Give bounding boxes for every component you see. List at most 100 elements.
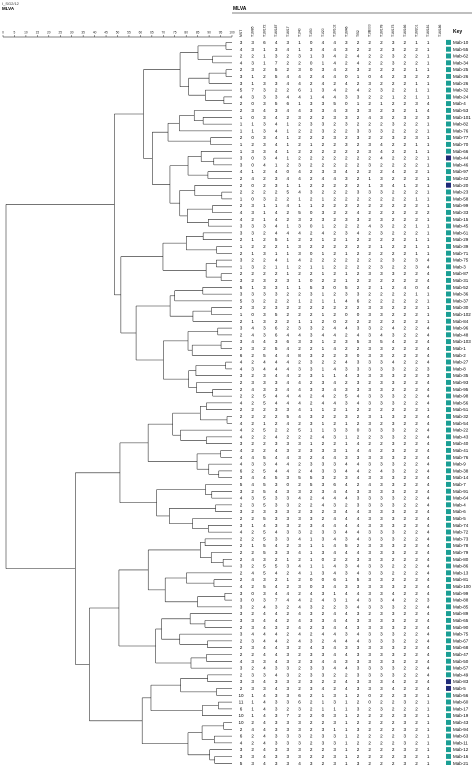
profile-value: 3: [345, 176, 348, 181]
profile-value: 2: [357, 278, 360, 283]
profile-value: 3: [380, 353, 383, 358]
profile-value: 3: [298, 489, 301, 494]
profile-value: 3: [357, 672, 360, 677]
profile-value: 2: [368, 713, 371, 718]
profile-value: 3: [251, 366, 254, 371]
profile-value: 2: [380, 298, 383, 303]
profile-value: 3: [310, 47, 313, 52]
profile-value: 4: [275, 672, 278, 677]
key-label: Key: [453, 29, 462, 35]
profile-value: 3: [380, 686, 383, 691]
profile-value: 1: [322, 271, 325, 276]
profile-value: 2: [427, 74, 430, 79]
strain-label: Mab-36: [453, 292, 469, 297]
profile-value: 2: [404, 251, 407, 256]
profile-value: 1: [427, 40, 430, 45]
profile-value: 3: [310, 353, 313, 358]
profile-value: 2: [404, 611, 407, 616]
key-swatch: [446, 747, 451, 753]
profile-value: 3: [392, 366, 395, 371]
key-swatch: [446, 94, 451, 100]
profile-value: 2: [263, 407, 266, 412]
profile-value: 2: [357, 176, 360, 181]
profile-value: 4: [427, 502, 430, 507]
profile-value: 2: [415, 428, 418, 433]
profile-value: 2: [404, 394, 407, 399]
profile-value: 2: [333, 312, 336, 317]
key-swatch: [446, 39, 451, 45]
profile-value: 2: [298, 156, 301, 161]
profile-value: 2: [251, 428, 254, 433]
profile-value: 5: [263, 428, 266, 433]
profile-value: 2: [368, 441, 371, 446]
profile-value: 2: [345, 672, 348, 677]
profile-value: 6: [333, 482, 336, 487]
profile-value: 3: [380, 88, 383, 93]
profile-value: 2: [404, 176, 407, 181]
profile-value: 4: [380, 74, 383, 79]
profile-value: 6: [357, 298, 360, 303]
key-swatch: [446, 135, 451, 141]
profile-value: 2: [415, 700, 418, 705]
profile-value: 4: [427, 618, 430, 623]
profile-value: 2: [298, 462, 301, 467]
profile-value: 3: [368, 550, 371, 555]
profile-value: 1: [275, 251, 278, 256]
profile-value: 2: [404, 271, 407, 276]
profile-value: 3: [392, 666, 395, 671]
profile-value: 4: [287, 346, 290, 351]
profile-value: 4: [392, 339, 395, 344]
profile-value: 3: [380, 564, 383, 569]
profile-value: 0: [251, 196, 254, 201]
profile-value: 2: [404, 564, 407, 569]
profile-value: 3: [298, 162, 301, 167]
profile-value: 3: [263, 285, 266, 290]
key-swatch: [446, 461, 451, 467]
profile-value: 4: [333, 584, 336, 589]
profile-value: 2: [404, 625, 407, 630]
profile-value: 4: [251, 339, 254, 344]
profile-value: 1: [275, 162, 278, 167]
profile-value: 3: [240, 326, 243, 331]
profile-value: 2: [322, 353, 325, 358]
profile-value: 3: [322, 67, 325, 72]
profile-value: 2: [404, 332, 407, 337]
profile-value: 3: [322, 169, 325, 174]
profile-value: 2: [415, 319, 418, 324]
profile-value: 2: [298, 237, 301, 242]
column-header: T1/20: [321, 28, 325, 37]
profile-value: 4: [298, 74, 301, 79]
profile-value: 1: [345, 700, 348, 705]
profile-value: 4: [275, 489, 278, 494]
profile-value: 2: [251, 611, 254, 616]
profile-value: 3: [322, 462, 325, 467]
profile-value: 3: [368, 523, 371, 528]
profile-value: 0: [251, 598, 254, 603]
profile-value: 2: [333, 196, 336, 201]
profile-value: 3: [380, 523, 383, 528]
profile-value: 2: [415, 659, 418, 664]
profile-value: 3: [310, 679, 313, 684]
profile-value: 4: [240, 421, 243, 426]
profile-value: 4: [251, 176, 254, 181]
profile-value: 3: [380, 366, 383, 371]
profile-value: 0: [310, 251, 313, 256]
strain-label: Mab-2: [453, 353, 466, 358]
scale-tick-label: 10: [24, 31, 28, 35]
profile-value: 1: [298, 183, 301, 188]
profile-value: 2: [333, 305, 336, 310]
profile-value: 3: [392, 332, 395, 337]
strain-label: Mab-102: [453, 312, 471, 317]
profile-value: 2: [322, 135, 325, 140]
profile-value: 2: [404, 475, 407, 480]
profile-value: 6: [287, 339, 290, 344]
profile-value: 2: [310, 632, 313, 637]
profile-value: 4: [333, 47, 336, 52]
profile-value: 1: [322, 292, 325, 297]
profile-value: 2: [415, 380, 418, 385]
profile-value: 4: [357, 394, 360, 399]
profile-value: 2: [368, 258, 371, 263]
profile-value: 3: [392, 489, 395, 494]
profile-value: 1: [345, 407, 348, 412]
profile-value: 3: [415, 258, 418, 263]
